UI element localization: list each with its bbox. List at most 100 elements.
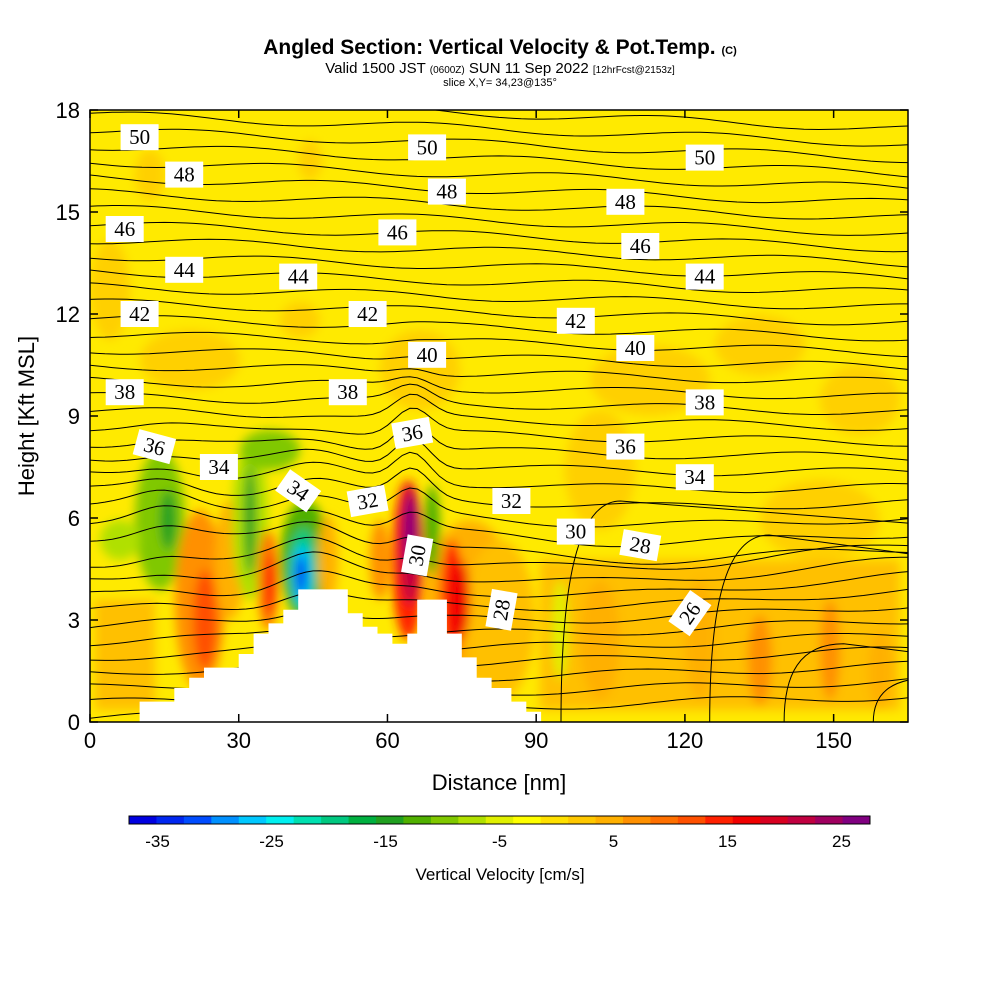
isentrope-line (872, 679, 908, 722)
isentrope-line (90, 145, 908, 178)
vertical-velocity-field (90, 140, 900, 710)
valid-utc: (0600Z) (429, 65, 465, 76)
contour-label-box (619, 529, 662, 562)
chart-subtitle: Valid 1500 JST (0600Z) SUN 11 Sep 2022 [… (0, 60, 1000, 77)
contour-label-box (556, 518, 595, 545)
contour-label: 42 (120, 301, 159, 327)
contour-label: 30 (401, 534, 434, 577)
contour-label-text: 42 (565, 309, 586, 333)
isentrope-line (90, 423, 908, 461)
contour-label: 36 (132, 429, 177, 465)
colorbar-title: Vertical Velocity [cm/s] (415, 865, 584, 884)
contour-label: 40 (616, 335, 655, 361)
colorbar-swatch (376, 816, 404, 824)
contour-label-box (378, 219, 417, 246)
contour-label-text: 38 (337, 380, 358, 404)
contour-label-box (685, 144, 724, 171)
colorbar-swatch (842, 816, 871, 824)
y-tick-label: 9 (68, 404, 80, 429)
colorbar-tick-label: -35 (145, 832, 170, 851)
y-tick-label: 18 (56, 98, 80, 123)
colorbar-swatch (348, 816, 377, 824)
contour-label: 42 (348, 301, 387, 327)
valid-time: Valid 1500 JST (325, 60, 426, 77)
contour-label-box (408, 134, 447, 161)
contour-label-text: 50 (417, 135, 438, 159)
contour-label-text: 34 (208, 455, 230, 479)
x-tick-label: 90 (524, 728, 548, 753)
contour-label-text: 42 (129, 302, 150, 326)
contour-label-text: 46 (387, 220, 408, 244)
contour-label: 46 (621, 233, 660, 259)
chart-title-unit: (C) (721, 45, 737, 57)
isentrope-line (90, 162, 908, 189)
isentrope-line (431, 110, 908, 131)
isentrope-line (90, 376, 908, 400)
colorbar-swatch (238, 816, 267, 824)
contour-label: 38 (328, 379, 367, 406)
colorbar-swatch (595, 816, 624, 824)
x-tick-label: 60 (375, 728, 399, 753)
x-axis-label: Distance [nm] (432, 770, 567, 795)
contour-label-text: 46 (114, 217, 135, 241)
contour-label-text: 28 (488, 597, 515, 622)
contour-label-text: 50 (129, 125, 150, 149)
contour-label-box (348, 301, 387, 327)
contour-label-box (485, 588, 518, 631)
isentrope-line (90, 315, 908, 342)
x-tick-label: 150 (815, 728, 852, 753)
colorbar-swatch (321, 816, 350, 824)
colorbar: -35 -25 -15 -5 5 15 25 (128, 815, 871, 851)
colorbar-tick-label: -25 (259, 832, 284, 851)
isentrope-line (90, 348, 908, 370)
contour-label-box (120, 301, 159, 327)
colorbar-tick-label: 25 (832, 832, 851, 851)
colorbar-swatch (513, 816, 542, 824)
contour-label-text: 32 (501, 489, 522, 513)
contour-label-box (105, 379, 144, 406)
colorbar-tick-label: -15 (373, 832, 398, 851)
contour-label: 48 (165, 161, 204, 188)
colorbar-swatch (211, 816, 240, 824)
contour-label: 34 (199, 454, 238, 480)
contour-label-box (606, 188, 645, 215)
colorbar-frame (128, 815, 871, 825)
isentrope-line (90, 205, 908, 236)
contour-label: 42 (556, 307, 595, 334)
contour-label: 50 (685, 144, 724, 171)
colorbar-swatch (650, 816, 679, 824)
y-tick-label: 15 (56, 200, 80, 225)
contour-label-text: 40 (625, 336, 646, 360)
y-axis-label: Height [Kft MSL] (14, 336, 39, 496)
colorbar-swatch (293, 816, 322, 824)
contour-label-text: 36 (400, 419, 425, 446)
valid-date: SUN 11 Sep 2022 (468, 60, 589, 77)
contour-label-text: 42 (357, 302, 378, 326)
chart-title-main: Angled Section: Vertical Velocity & Pot.… (263, 36, 716, 59)
contour-label-text: 36 (615, 435, 636, 459)
contour-label-box (165, 161, 204, 188)
contour-label-text: 28 (628, 532, 653, 559)
isentrope-line (90, 255, 908, 280)
colorbar-tick-label: 15 (718, 832, 737, 851)
colorbar-swatch (568, 816, 597, 824)
isentrope-line (90, 536, 908, 570)
isentrope-line (90, 364, 908, 384)
colorbar-swatch (403, 816, 432, 824)
contour-label: 32 (492, 488, 531, 514)
contour-label-text: 48 (174, 163, 195, 187)
contour-label-box (492, 488, 531, 514)
contour-label-text: 44 (174, 258, 196, 282)
contour-label-text: 44 (288, 265, 310, 289)
colorbar-swatch (266, 816, 295, 824)
contour-label-box (199, 454, 238, 480)
contour-label: 38 (105, 379, 144, 406)
isentrope-line (90, 487, 908, 528)
isentrope-line (90, 188, 908, 220)
colorbar-swatch (787, 816, 816, 824)
isentrope-line (90, 331, 908, 358)
isentrope-line (709, 534, 908, 722)
contour-label-box (621, 233, 660, 259)
contour-label: 46 (378, 219, 417, 246)
contour-label: 44 (685, 263, 724, 290)
